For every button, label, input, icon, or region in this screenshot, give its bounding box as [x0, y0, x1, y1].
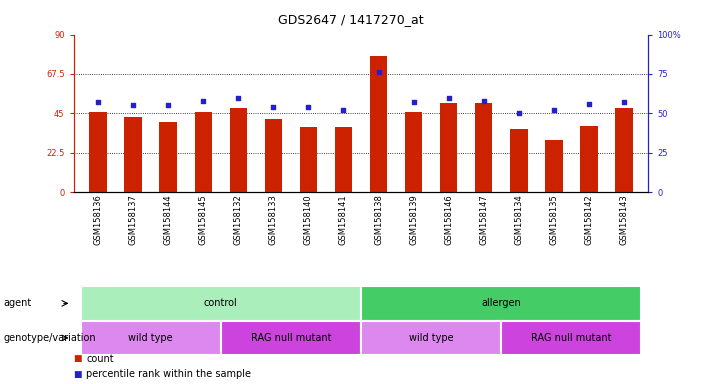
Bar: [545, 139, 562, 192]
Bar: [160, 122, 177, 192]
Bar: [335, 127, 353, 192]
Bar: [361, 321, 501, 355]
Text: GSM158145: GSM158145: [199, 194, 207, 245]
Text: GSM158139: GSM158139: [409, 194, 418, 245]
Text: GSM158132: GSM158132: [234, 194, 243, 245]
Text: GSM158134: GSM158134: [515, 194, 523, 245]
Point: [128, 103, 139, 109]
Point: [513, 110, 524, 116]
Bar: [221, 321, 361, 355]
Bar: [361, 286, 641, 321]
Point: [583, 101, 594, 107]
Point: [233, 94, 244, 101]
Point: [163, 103, 174, 109]
Point: [618, 99, 629, 105]
Bar: [580, 126, 598, 192]
Text: GSM158146: GSM158146: [444, 194, 453, 245]
Text: agent: agent: [4, 298, 32, 308]
Point: [373, 69, 384, 75]
Text: RAG null mutant: RAG null mutant: [531, 333, 611, 343]
Bar: [370, 56, 387, 192]
Point: [478, 98, 489, 104]
Bar: [300, 127, 317, 192]
Bar: [615, 108, 633, 192]
Text: GSM158143: GSM158143: [620, 194, 628, 245]
Bar: [265, 119, 283, 192]
Text: GSM158147: GSM158147: [479, 194, 488, 245]
Text: wild type: wild type: [409, 333, 454, 343]
Text: GSM158133: GSM158133: [269, 194, 278, 245]
Point: [303, 104, 314, 110]
Bar: [230, 108, 247, 192]
Text: GSM158136: GSM158136: [94, 194, 102, 245]
Point: [93, 99, 104, 105]
Bar: [195, 111, 212, 192]
Bar: [501, 321, 641, 355]
Text: ■: ■: [74, 354, 82, 363]
Bar: [90, 111, 107, 192]
Point: [338, 107, 349, 113]
Text: RAG null mutant: RAG null mutant: [251, 333, 331, 343]
Point: [443, 94, 454, 101]
Text: allergen: allergen: [482, 298, 521, 308]
Text: control: control: [204, 298, 238, 308]
Text: GDS2647 / 1417270_at: GDS2647 / 1417270_at: [278, 13, 423, 26]
Text: ■: ■: [74, 369, 82, 379]
Text: GSM158138: GSM158138: [374, 194, 383, 245]
Bar: [405, 111, 423, 192]
Bar: [125, 117, 142, 192]
Point: [268, 104, 279, 110]
Text: genotype/variation: genotype/variation: [4, 333, 96, 343]
Bar: [510, 129, 528, 192]
Text: GSM158141: GSM158141: [339, 194, 348, 245]
Bar: [475, 103, 492, 192]
Point: [408, 99, 419, 105]
Text: count: count: [86, 354, 114, 364]
Text: GSM158137: GSM158137: [129, 194, 137, 245]
Point: [548, 107, 559, 113]
Point: [198, 98, 209, 104]
Text: GSM158142: GSM158142: [585, 194, 593, 245]
Bar: [440, 103, 458, 192]
Text: GSM158144: GSM158144: [164, 194, 172, 245]
Text: GSM158140: GSM158140: [304, 194, 313, 245]
Text: wild type: wild type: [128, 333, 173, 343]
Text: percentile rank within the sample: percentile rank within the sample: [86, 369, 251, 379]
Bar: [81, 286, 361, 321]
Bar: [81, 321, 221, 355]
Text: GSM158135: GSM158135: [550, 194, 558, 245]
